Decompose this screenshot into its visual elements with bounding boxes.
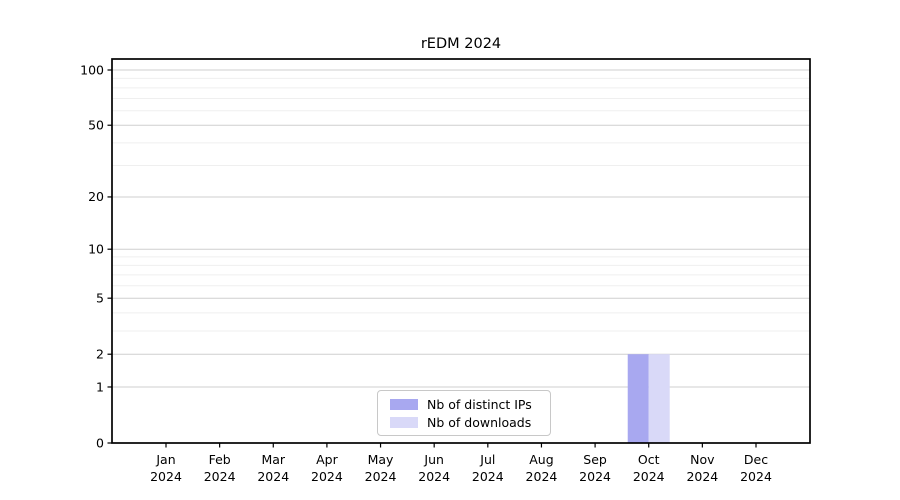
plot-frame xyxy=(111,58,811,444)
y-tick-label: 1 xyxy=(96,379,104,394)
x-tick-label-month: Sep xyxy=(583,452,607,467)
x-tick-label-year: 2024 xyxy=(633,469,665,484)
x-tick-label-month: Oct xyxy=(638,452,660,467)
x-tick-label-year: 2024 xyxy=(150,469,182,484)
legend-swatch-downloads xyxy=(390,416,418,428)
legend-entry-distinct-ips: Nb of distinct IPs xyxy=(390,396,542,413)
x-tick-label-month: Nov xyxy=(690,452,715,467)
x-tick-label-month: Apr xyxy=(316,452,338,467)
y-tick-label: 50 xyxy=(88,118,104,133)
x-tick-label-year: 2024 xyxy=(686,469,718,484)
x-tick-label-year: 2024 xyxy=(204,469,236,484)
x-tick-label-year: 2024 xyxy=(311,469,343,484)
x-tick-label-year: 2024 xyxy=(418,469,450,484)
x-tick-label-year: 2024 xyxy=(740,469,772,484)
chart-title: rEDM 2024 xyxy=(420,36,502,52)
y-tick-label: 10 xyxy=(88,241,104,256)
x-tick-label-month: Mar xyxy=(261,452,285,467)
y-tick-label: 2 xyxy=(96,347,104,362)
bar-oct-series1 xyxy=(648,354,670,443)
y-tick-label: 100 xyxy=(80,62,104,77)
x-tick-label-month: Jun xyxy=(423,452,444,467)
x-tick-label-year: 2024 xyxy=(472,469,504,484)
legend-label-downloads: Nb of downloads xyxy=(427,414,532,430)
bar-oct-series0 xyxy=(627,354,649,443)
x-tick-label-year: 2024 xyxy=(526,469,558,484)
legend-label-distinct-ips: Nb of distinct IPs xyxy=(427,396,532,412)
legend-entry-downloads: Nb of downloads xyxy=(390,414,542,431)
x-tick-label-year: 2024 xyxy=(257,469,289,484)
x-tick-label-month: Aug xyxy=(529,452,553,467)
y-tick-label: 0 xyxy=(96,435,104,450)
x-tick-label-month: Dec xyxy=(744,452,768,467)
y-tick-label: 5 xyxy=(96,290,104,305)
x-tick-label-year: 2024 xyxy=(365,469,397,484)
x-tick-label-month: Jul xyxy=(479,452,495,467)
legend-swatch-distinct-ips xyxy=(390,398,418,410)
x-tick-label-month: May xyxy=(368,452,394,467)
x-tick-label-year: 2024 xyxy=(579,469,611,484)
y-tick-label: 20 xyxy=(88,189,104,204)
legend: Nb of distinct IPs Nb of downloads xyxy=(377,390,551,436)
x-tick-label-month: Jan xyxy=(155,452,175,467)
x-tick-label-month: Feb xyxy=(209,452,231,467)
